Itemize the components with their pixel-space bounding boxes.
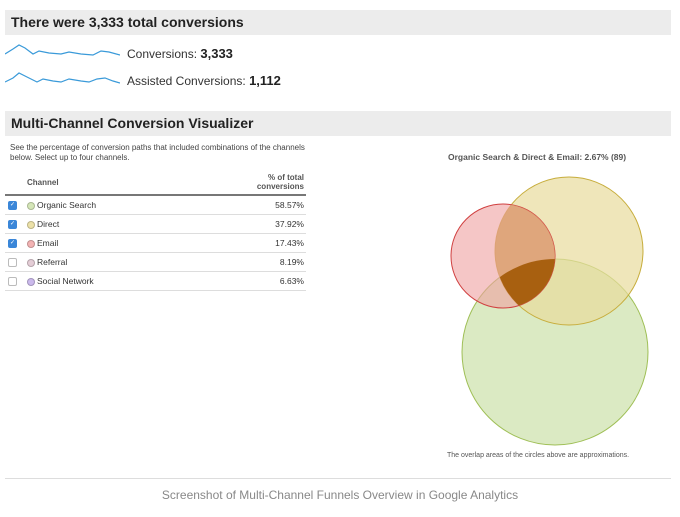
channel-row: Social Network 6.63%: [5, 271, 306, 291]
channel-color-dot: [27, 277, 35, 286]
channel-checkbox[interactable]: [8, 277, 17, 287]
channel-checkbox[interactable]: ✓: [8, 201, 17, 211]
channel-color-dot: [27, 201, 35, 210]
channel-name: Social Network: [37, 276, 94, 286]
channel-row: Referral 8.19%: [5, 252, 306, 272]
channel-name: Direct: [37, 219, 60, 229]
channel-name: Organic Search: [37, 200, 97, 210]
caption: Screenshot of Multi-Channel Funnels Over…: [161, 488, 519, 502]
venn-diagram: [450, 176, 649, 446]
conversions-metric: Conversions: 3,333: [127, 46, 233, 61]
divider: [5, 478, 671, 479]
venn-title: Organic Search & Direct & Email: 2.67% (…: [448, 152, 627, 162]
channel-percent: 6.63%: [234, 271, 306, 291]
channel-percent: 8.19%: [234, 252, 306, 272]
assisted-metric: Assisted Conversions: 1,112: [127, 73, 281, 88]
channel-row: ✓ Organic Search 58.57%: [5, 195, 306, 215]
channel-row: ✓ Email 17.43%: [5, 233, 306, 253]
venn-note: The overlap areas of the circles above a…: [447, 452, 630, 459]
channel-percent: 37.92%: [234, 214, 306, 234]
summary-header: There were 3,333 total conversions: [5, 10, 671, 35]
channel-table: Channel% of total conversions ✓ Organic …: [5, 170, 306, 291]
conversions-sparkline: [5, 44, 120, 56]
channel-column-header: Channel: [27, 170, 234, 196]
channel-percent: 17.43%: [234, 233, 306, 253]
visualizer-header: Multi-Channel Conversion Visualizer: [5, 111, 671, 136]
channel-color-dot: [27, 258, 35, 267]
channel-row: ✓ Direct 37.92%: [5, 214, 306, 234]
channel-name: Referral: [37, 257, 68, 267]
channel-percent: 58.57%: [234, 195, 306, 215]
channel-name: Email: [37, 238, 59, 248]
channel-checkbox[interactable]: [8, 258, 17, 268]
visualizer-description: See the percentage of conversion paths t…: [10, 143, 305, 162]
channel-checkbox[interactable]: ✓: [8, 239, 17, 249]
percent-column-header: % of total conversions: [234, 170, 306, 196]
channel-checkbox[interactable]: ✓: [8, 220, 17, 230]
channel-color-dot: [27, 220, 35, 229]
assisted-sparkline: [5, 72, 120, 84]
channel-color-dot: [27, 239, 35, 248]
